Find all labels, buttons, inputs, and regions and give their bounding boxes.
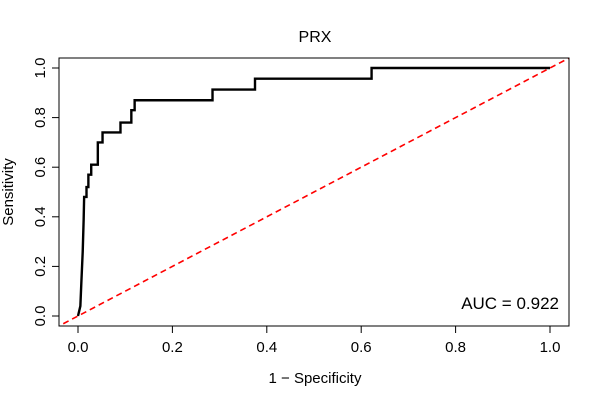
roc-curve-line	[76, 66, 550, 317]
y-tick-label: 0.8	[32, 107, 49, 128]
y-tick-label: 0.4	[32, 206, 49, 227]
y-tick-label: 1.0	[32, 58, 49, 79]
x-tick-label: 1.0	[540, 339, 561, 356]
x-tick-label: 0.2	[162, 339, 183, 356]
x-tick-label: 0.6	[351, 339, 372, 356]
y-tick-label: 0.2	[32, 256, 49, 277]
x-tick-label: 0.4	[256, 339, 277, 356]
y-tick-label: 0.6	[32, 157, 49, 178]
y-axis-label: Sensitivity	[0, 158, 17, 226]
chance-diagonal-line	[59, 58, 569, 326]
y-tick-label: 0.0	[32, 306, 49, 327]
auc-annotation: AUC = 0.922	[461, 294, 559, 313]
chart-title: PRX	[299, 29, 332, 46]
x-tick-label: 0.0	[68, 339, 89, 356]
plot-layer: 0.0 0.2 0.4 0.6 0.8 1.0 0.0 0.2 0.4 0.6 0.8 1.0	[32, 57, 570, 356]
x-tick-label: 0.8	[445, 339, 466, 356]
plot-frame	[58, 57, 570, 327]
x-axis-label: 1 − Specificity	[269, 370, 362, 387]
